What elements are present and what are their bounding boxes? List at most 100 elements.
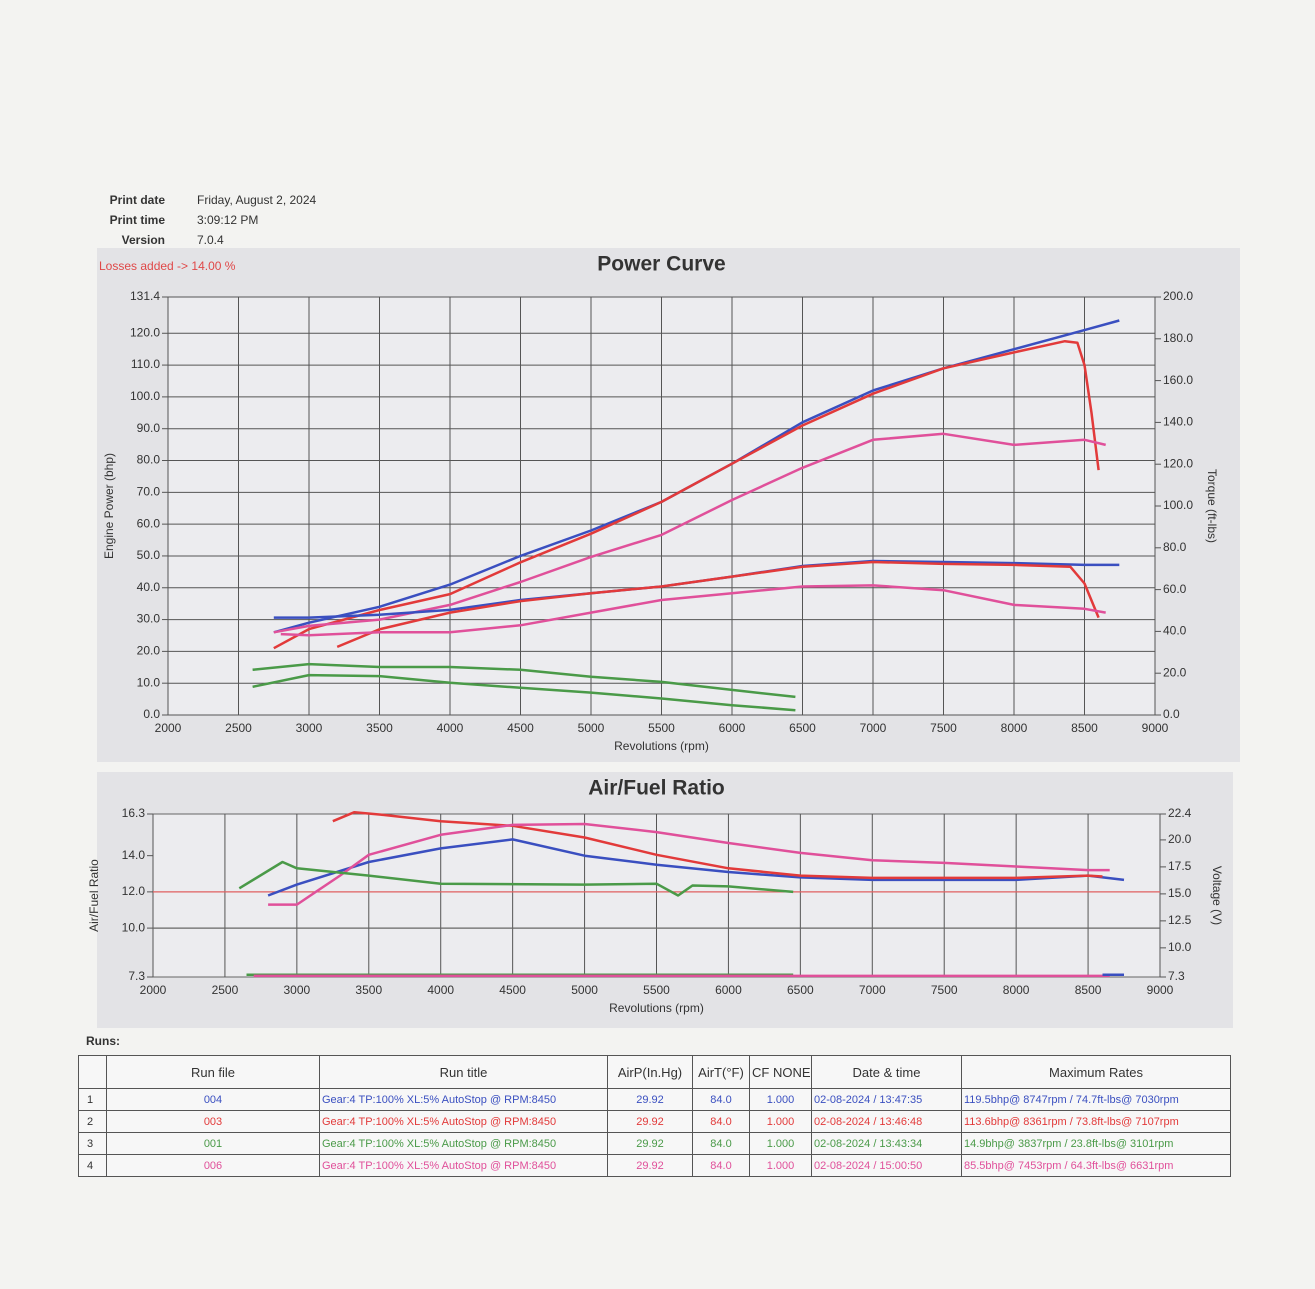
table-cell: 119.5bhp@ 8747rpm / 74.7ft-lbs@ 7030rpm [961, 1088, 1231, 1111]
table-cell: 3 [78, 1132, 107, 1155]
print-info-value: Friday, August 2, 2024 [197, 193, 317, 207]
x-tick-label: 6000 [715, 983, 742, 997]
print-info-row: Print date Friday, August 2, 2024 [80, 190, 317, 210]
x-tick-label: 4500 [507, 721, 534, 735]
x-tick-label: 5000 [578, 721, 605, 735]
chart-title: Power Curve [597, 253, 725, 276]
x-tick-label: 5000 [571, 983, 598, 997]
y-tick-label: 110.0 [131, 357, 160, 371]
table-cell: 02-08-2024 / 13:47:35 [811, 1088, 962, 1111]
x-tick-label: 5500 [643, 983, 670, 997]
table-cell: 29.92 [607, 1154, 693, 1177]
chart-title: Air/Fuel Ratio [588, 777, 725, 800]
header-cell: Run file [106, 1055, 320, 1089]
series-line [268, 822, 1110, 906]
y2-tick-label: 10.0 [1168, 940, 1192, 954]
y-tick-label: 70.0 [137, 484, 161, 498]
table-cell: 1.000 [749, 1088, 812, 1111]
table-row: 3 001 Gear:4 TP:100% XL:5% AutoStop @ RPM:… [78, 1132, 1231, 1155]
y-tick-label: 7.3 [128, 969, 145, 983]
header-cell: Maximum Rates [961, 1055, 1231, 1089]
y2-tick-label: 22.4 [1168, 806, 1192, 820]
table-cell: 1 [78, 1088, 107, 1111]
series-line [280, 584, 1106, 637]
x-tick-label: 7500 [931, 983, 958, 997]
table-row: 2 003 Gear:4 TP:100% XL:5% AutoStop @ RPM:… [78, 1110, 1231, 1133]
x-tick-label: 6500 [789, 721, 816, 735]
print-info-value: 7.0.4 [197, 233, 224, 247]
print-info: Print date Friday, August 2, 2024 Print ti… [80, 190, 317, 250]
x-tick-label: 2000 [140, 983, 167, 997]
table-cell: 29.92 [607, 1088, 693, 1111]
table-row: 1 004 Gear:4 TP:100% XL:5% AutoStop @ RPM:… [78, 1088, 1231, 1111]
table-cell: 1.000 [749, 1132, 812, 1155]
x-tick-label: 6000 [719, 721, 746, 735]
y2-tick-label: 180.0 [1163, 331, 1193, 345]
x-tick-label: 4500 [499, 983, 526, 997]
print-info-value: 3:09:12 PM [197, 213, 259, 227]
y-tick-label: 40.0 [137, 580, 161, 594]
table-row: 4 006 Gear:4 TP:100% XL:5% AutoStop @ RPM:… [78, 1154, 1231, 1177]
x-tick-label: 4000 [437, 721, 464, 735]
table-cell: 84.0 [692, 1154, 750, 1177]
header-cell: CF NONE [749, 1055, 812, 1089]
x-tick-label: 3500 [355, 983, 382, 997]
print-info-key: Version [121, 233, 165, 247]
x-tick-label: 8000 [1001, 721, 1028, 735]
table-cell: 1.000 [749, 1154, 812, 1177]
x-tick-label: 5500 [648, 721, 675, 735]
x-tick-label: 8500 [1071, 721, 1098, 735]
y2-tick-label: 200.0 [1163, 289, 1193, 303]
y2-tick-label: 12.5 [1168, 913, 1192, 927]
series-line [252, 662, 796, 699]
y2-tick-label: 120.0 [1163, 456, 1193, 470]
y2-tick-label: 40.0 [1163, 624, 1187, 638]
x-tick-label: 8500 [1075, 983, 1102, 997]
y2-axis-label: Torque (ft-lbs) [1205, 469, 1219, 543]
y-tick-label: 60.0 [137, 516, 161, 530]
y-axis-label: Engine Power (bhp) [102, 453, 116, 559]
table-cell: 001 [106, 1132, 320, 1155]
series-line [336, 560, 1100, 649]
table-cell: 29.92 [607, 1132, 693, 1155]
x-tick-label: 4000 [427, 983, 454, 997]
y2-tick-label: 20.0 [1168, 832, 1192, 846]
series-line [267, 838, 1125, 897]
x-tick-label: 3000 [284, 983, 311, 997]
table-cell: 02-08-2024 / 13:43:34 [811, 1132, 962, 1155]
x-tick-label: 7500 [930, 721, 957, 735]
y2-tick-label: 17.5 [1168, 859, 1192, 873]
y2-tick-label: 60.0 [1163, 582, 1187, 596]
y-tick-label: 90.0 [137, 421, 161, 435]
x-axis-label: Revolutions (rpm) [614, 739, 709, 753]
y2-tick-label: 7.3 [1168, 969, 1185, 983]
y-tick-label: 131.4 [130, 289, 160, 303]
series-line [238, 860, 794, 897]
y-tick-label: 100.0 [130, 389, 160, 403]
losses-note: Losses added -> 14.00 % [99, 259, 236, 273]
y-tick-label: 20.0 [137, 644, 161, 658]
y-tick-label: 80.0 [137, 453, 161, 467]
x-tick-label: 3000 [296, 721, 323, 735]
table-cell: 84.0 [692, 1132, 750, 1155]
print-info-row: Print time 3:09:12 PM [80, 210, 316, 230]
print-info-key: Print date [109, 193, 165, 207]
table-cell: 2 [78, 1110, 107, 1133]
y-tick-label: 10.0 [122, 920, 146, 934]
y-tick-label: 12.0 [122, 884, 146, 898]
table-cell: 85.5bhp@ 7453rpm / 64.3ft-lbs@ 6631rpm [961, 1154, 1231, 1177]
y-tick-label: 50.0 [137, 548, 161, 562]
table-cell: 84.0 [692, 1110, 750, 1133]
print-info-key: Print time [109, 213, 165, 227]
y2-tick-label: 160.0 [1163, 373, 1193, 387]
table-cell: 113.6bhp@ 8361rpm / 73.8ft-lbs@ 7107rpm [961, 1110, 1231, 1133]
header-cell: Date & time [811, 1055, 962, 1089]
series-line [273, 339, 1100, 650]
y2-tick-label: 140.0 [1163, 415, 1193, 429]
x-tick-label: 3500 [366, 721, 393, 735]
header-row: Run file Run title AirP(In.Hg) AirT(°F) CF N… [78, 1055, 1231, 1089]
table-cell: Gear:4 TP:100% XL:5% AutoStop @ RPM:8450 [319, 1088, 608, 1111]
y2-axis-label: Voltage (V) [1210, 866, 1224, 925]
